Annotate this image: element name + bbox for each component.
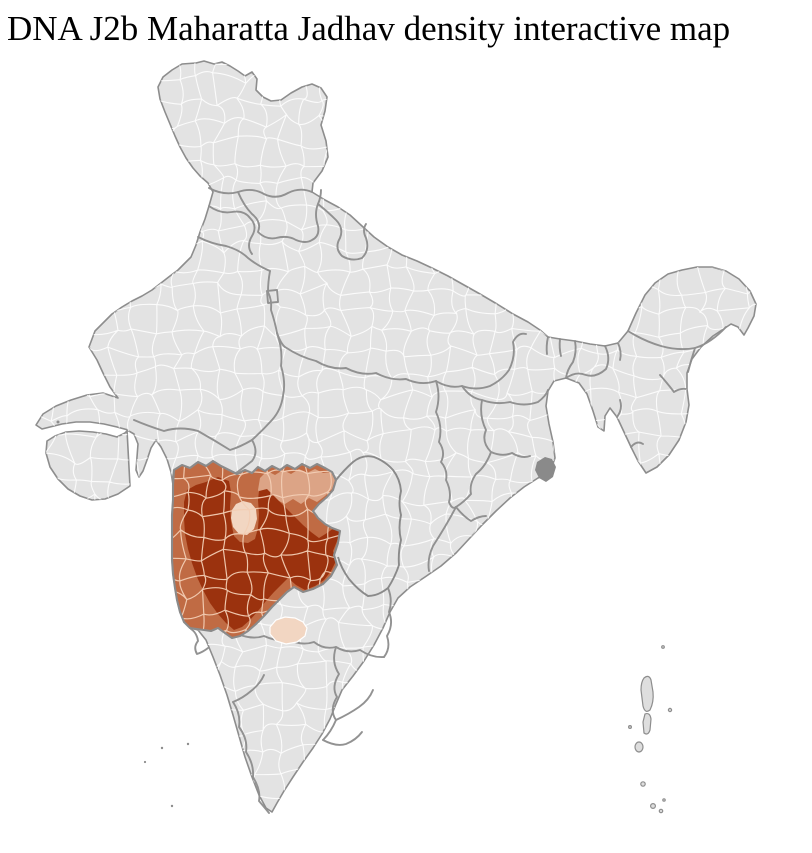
andaman-nicobar-islands bbox=[627, 645, 673, 814]
zone-density-low-outlier[interactable] bbox=[269, 616, 308, 645]
page-title: DNA J2b Maharatta Jadhav density interac… bbox=[7, 9, 731, 48]
state-borders-layer bbox=[133, 187, 727, 814]
lakshadweep-islands bbox=[56, 420, 190, 808]
maharashtra-state-border bbox=[170, 459, 342, 640]
vidarbha-state-border bbox=[335, 455, 402, 597]
maharashtra-highlight-group[interactable] bbox=[159, 450, 402, 659]
sundarbans-patch bbox=[535, 457, 556, 482]
